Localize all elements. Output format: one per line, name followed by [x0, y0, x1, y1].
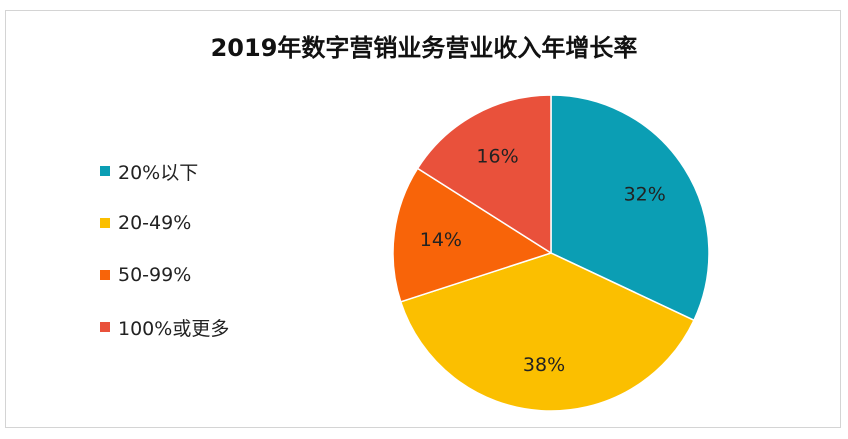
legend-label-20-49: 20-49% [118, 212, 192, 234]
legend-label-under-20: 20%以下 [118, 161, 199, 184]
legend-item-50-99: 50-99% [100, 262, 229, 288]
pie-label-100-plus: 16% [476, 146, 518, 168]
pie-slice-under-20 [550, 94, 710, 322]
pie-label-50-99: 14% [420, 229, 462, 251]
legend-label-50-99: 50-99% [118, 264, 192, 286]
legend-item-20-49: 20-49% [100, 210, 229, 236]
legend-item-100-plus: 100%或更多 [100, 314, 229, 340]
chart-title: 2019年数字营销业务营业收入年增长率 [210, 34, 638, 62]
legend-label-100-plus: 100%或更多 [118, 317, 230, 340]
pie-slice-20-49 [399, 252, 695, 412]
legend-swatch-20-49 [100, 218, 110, 228]
pie-label-under-20: 32% [624, 184, 666, 206]
legend-item-under-20: 20%以下 [100, 158, 229, 184]
legend-swatch-100-plus [100, 322, 110, 332]
pie-slice-50-99 [392, 167, 553, 303]
legend-swatch-under-20 [100, 166, 110, 176]
legend-swatch-50-99 [100, 270, 110, 280]
legend: 20%以下 20-49% 50-99% 100%或更多 [100, 158, 229, 366]
pie-label-20-49: 38% [523, 354, 565, 376]
pie-slice-100-plus [416, 94, 552, 255]
